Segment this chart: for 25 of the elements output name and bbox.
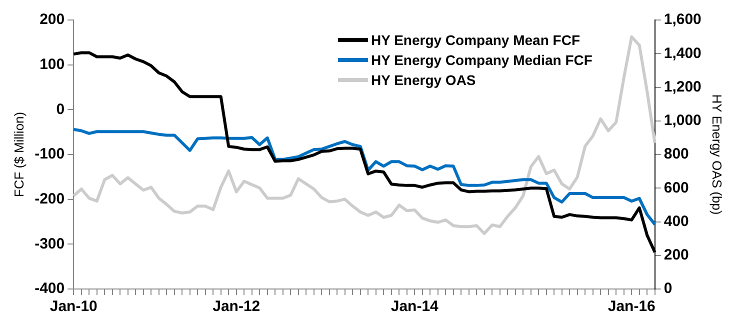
- legend-label: HY Energy Company Mean FCF: [371, 32, 580, 48]
- y2-tick-label: 1,000: [664, 112, 702, 130]
- y2-tick-label: 1,600: [664, 11, 702, 28]
- y2-tick-label: 800: [664, 146, 689, 163]
- y2-axis-title: HY Energy OAS (bp): [710, 94, 725, 215]
- legend-label: HY Energy OAS: [371, 72, 476, 88]
- y2-tick-label: 200: [664, 246, 689, 264]
- y2-tick-label: 1,200: [664, 78, 702, 96]
- y-tick-label: -100: [34, 146, 65, 163]
- y2-tick-label: 1,400: [664, 44, 702, 62]
- y-tick-label: -400: [34, 280, 65, 298]
- x-tick-label: Jan-10: [50, 298, 98, 316]
- y-tick-label: 0: [56, 100, 65, 118]
- y2-tick-label: 400: [664, 212, 689, 230]
- y2-tick-label: 0: [664, 280, 672, 298]
- y-tick-label: -300: [34, 235, 65, 252]
- y-tick-label: 200: [40, 11, 65, 28]
- y-tick-label: -200: [34, 190, 65, 208]
- x-tick-label: Jan-12: [212, 298, 260, 316]
- y-tick-label: 100: [40, 56, 65, 73]
- x-tick-label: Jan-16: [608, 298, 656, 316]
- y2-tick-label: 600: [664, 179, 689, 196]
- x-tick-label: Jan-14: [390, 298, 440, 316]
- legend-label: HY Energy Company Median FCF: [371, 52, 592, 68]
- y-axis-title: FCF ($ Million): [11, 112, 26, 198]
